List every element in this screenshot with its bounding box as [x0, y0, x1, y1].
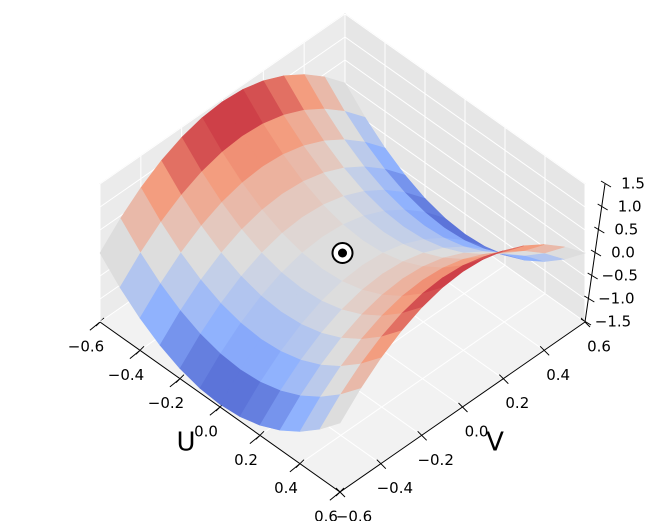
y-axis-label: V	[486, 428, 504, 458]
x-tick-label: 0.2	[234, 451, 258, 469]
y-tick	[458, 402, 468, 413]
y-tick	[417, 430, 428, 441]
y-tick	[335, 487, 346, 498]
z-tick	[600, 180, 612, 188]
axis-line	[584, 183, 606, 323]
x-tick	[209, 406, 221, 416]
x-tick-label: −0.4	[108, 366, 144, 384]
z-tick-label: 1.5	[621, 175, 645, 193]
x-tick	[89, 321, 101, 331]
z-tick-label: −1.0	[598, 290, 634, 308]
y-tick	[498, 374, 509, 385]
grid-line	[344, 59, 586, 231]
y-tick-label: 0.6	[587, 338, 611, 356]
x-tick	[129, 349, 141, 359]
z-tick-label: −1.5	[595, 313, 631, 331]
x-tick-label: 0.4	[274, 479, 298, 497]
y-tick-label: −0.4	[377, 479, 413, 497]
y-tick	[376, 459, 387, 470]
x-tick	[249, 434, 261, 444]
x-tick	[169, 378, 181, 388]
x-tick-label: −0.2	[148, 394, 184, 412]
z-tick	[597, 203, 608, 211]
x-tick-label: −0.6	[68, 338, 104, 356]
z-tick	[594, 226, 605, 234]
z-tick-label: 0.5	[614, 221, 638, 239]
y-tick-label: 0.2	[505, 394, 529, 412]
x-tick-label: 0.6	[314, 508, 338, 522]
x-axis-label: U	[176, 428, 195, 458]
y-tick-label: −0.6	[336, 508, 372, 522]
y-tick-label: 0.0	[465, 423, 489, 441]
grid-line	[344, 36, 586, 208]
grid-line	[99, 13, 346, 185]
y-tick	[539, 345, 550, 356]
axis-line	[99, 321, 586, 493]
x-tick-label: 0.0	[194, 423, 218, 441]
x-tick	[329, 491, 341, 501]
marker-dot	[338, 248, 347, 258]
z-tick-label: −0.5	[601, 267, 637, 285]
z-tick-label: 0.0	[611, 244, 635, 262]
y-tick-label: 0.4	[546, 366, 570, 384]
grid-line	[344, 82, 586, 254]
x-tick	[289, 463, 301, 473]
z-tick	[580, 318, 592, 326]
z-tick	[587, 272, 598, 280]
surface-patch	[319, 388, 362, 430]
y-tick-label: −0.2	[417, 451, 453, 469]
grid-line	[344, 13, 586, 185]
z-tick	[590, 249, 602, 257]
z-tick	[584, 295, 595, 303]
z-tick-label: 1.0	[618, 198, 642, 216]
